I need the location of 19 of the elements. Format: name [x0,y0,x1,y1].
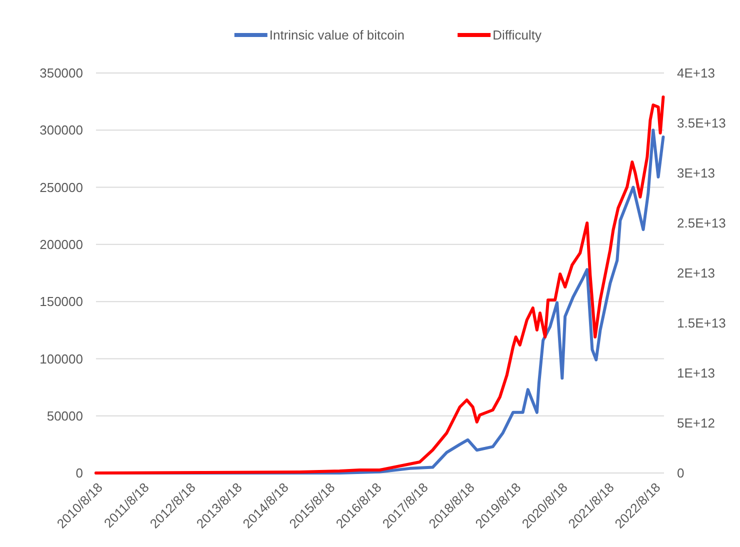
y2-tick-label: 1E+13 [677,366,715,381]
y2-tick-label: 5E+12 [677,416,715,431]
y2-tick-label: 3.5E+13 [677,116,726,131]
y2-tick-label: 2.5E+13 [677,216,726,231]
y2-tick-label: 2E+13 [677,266,715,281]
y-tick-label: 300000 [40,122,83,138]
y-tick-label: 350000 [40,66,83,81]
y-tick-label: 50000 [46,408,83,424]
y-tick-label: 100000 [40,351,83,366]
y-tick-label: 150000 [40,294,83,310]
y2-tick-label: 0 [677,466,684,481]
legend-label: Difficulty [492,28,542,43]
y-tick-label: 0 [76,466,83,481]
legend-label: Intrinsic value of bitcoin [269,28,405,43]
y-tick-label: 200000 [40,236,83,252]
y2-tick-label: 4E+13 [677,66,715,81]
y-tick-label: 250000 [40,180,83,195]
y2-tick-label: 3E+13 [677,166,715,181]
y2-tick-label: 1.5E+13 [677,316,726,331]
